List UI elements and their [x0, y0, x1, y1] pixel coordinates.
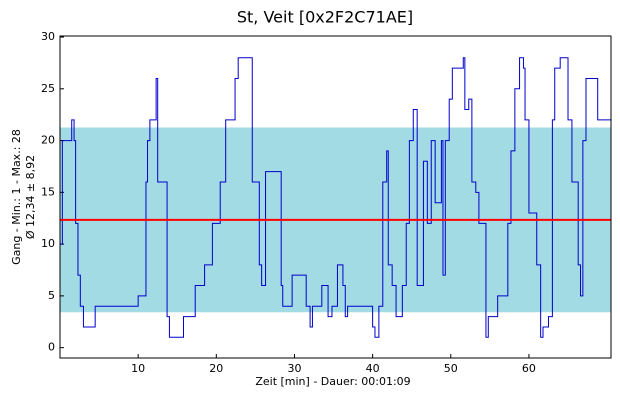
y-tick-label: 15: [41, 185, 55, 198]
y-axis-label: Gang - Min.: 1 - Max.: 28: [10, 129, 23, 265]
y-tick-label: 5: [48, 289, 55, 302]
y-tick-label: 0: [48, 341, 55, 354]
x-tick-label: 40: [366, 362, 380, 375]
y-tick-label: 10: [41, 237, 55, 250]
y-tick-label: 30: [41, 30, 55, 43]
y-axis-label: Ø 12,34 ± 8,92: [24, 155, 37, 239]
x-axis-label: Zeit [min] - Dauer: 00:01:09: [255, 375, 410, 388]
x-tick-label: 60: [522, 362, 536, 375]
x-tick-label: 50: [444, 362, 458, 375]
data-line: [60, 57, 611, 338]
y-tick-label: 20: [41, 134, 55, 147]
x-tick-label: 10: [131, 362, 145, 375]
x-tick-label: 30: [287, 362, 301, 375]
y-tick-label: 25: [41, 82, 55, 95]
plot-frame: [59, 35, 612, 359]
chart-title: St, Veit [0x2F2C71AE]: [237, 8, 413, 27]
x-tick-label: 20: [209, 362, 223, 375]
